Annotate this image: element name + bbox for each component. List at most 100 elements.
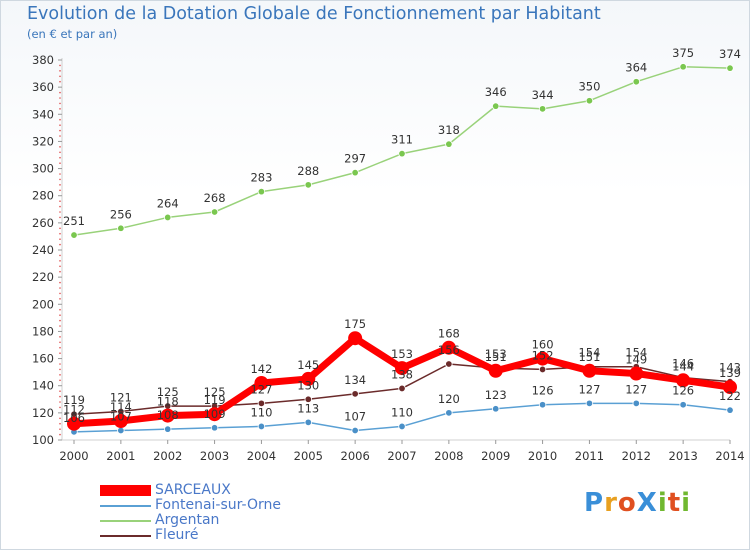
y-minor-tick	[59, 162, 61, 164]
data-point-argentan	[304, 181, 312, 189]
data-label-argentan: 350	[578, 80, 600, 94]
y-minor-tick	[59, 379, 61, 382]
y-minor-tick	[59, 232, 61, 235]
data-point-argentan	[210, 208, 219, 216]
data-point-argentan	[164, 213, 172, 222]
y-minor-tick	[59, 205, 61, 208]
y-tick-label: 360	[32, 80, 54, 94]
x-tick-label: 2001	[106, 449, 135, 463]
x-tick-label: 2008	[434, 449, 463, 463]
y-minor-tick	[59, 80, 61, 83]
y-minor-tick	[59, 417, 61, 420]
data-point-fontenai-sur-orne	[304, 418, 312, 427]
y-minor-tick	[59, 184, 61, 186]
legend-swatch-sarceaux	[100, 485, 151, 496]
data-point-sarceaux	[629, 366, 644, 381]
data-label-sarceaux: 151	[485, 350, 507, 364]
y-minor-tick	[59, 70, 61, 72]
legend-swatch-fleure	[100, 535, 151, 537]
legend-item-sarceaux[interactable]: SARCEAUX	[100, 482, 360, 498]
y-tick-label: 260	[32, 216, 54, 230]
y-minor-tick	[59, 211, 61, 213]
y-minor-tick	[59, 91, 61, 94]
y-tick-label: 300	[32, 162, 54, 176]
data-point-sarceaux	[395, 361, 409, 376]
data-label-fleur-: 146	[672, 357, 694, 371]
data-point-argentan	[726, 64, 734, 72]
data-point-sarceaux	[160, 408, 175, 423]
x-tick-label: 2013	[669, 449, 698, 463]
data-label-fleur-: 127	[250, 382, 272, 396]
y-tick-label: 220	[32, 270, 54, 284]
data-point-fontenai-sur-orne	[398, 422, 406, 431]
data-point-sarceaux	[535, 351, 550, 366]
data-label-fleur-: 119	[63, 393, 85, 407]
data-label-argentan: 288	[297, 164, 319, 178]
data-point-argentan	[679, 63, 687, 71]
y-minor-tick	[59, 319, 61, 322]
data-point-fontenai-sur-orne	[210, 424, 219, 432]
data-label-argentan: 364	[625, 61, 647, 75]
data-label-fontenai-sur-orne: 123	[485, 388, 507, 402]
data-label-fleur-: 154	[578, 346, 600, 360]
y-minor-tick	[59, 129, 61, 132]
y-minor-tick	[59, 292, 61, 295]
data-label-fontenai-sur-orne: 122	[719, 389, 741, 403]
y-minor-tick	[59, 406, 61, 409]
data-label-fontenai-sur-orne: 126	[532, 384, 554, 398]
data-point-argentan	[351, 168, 359, 177]
y-minor-tick	[59, 265, 61, 268]
legend-swatch-argentan	[100, 520, 151, 522]
y-minor-tick	[59, 298, 61, 300]
y-minor-tick	[59, 118, 61, 121]
data-label-fontenai-sur-orne: 110	[250, 405, 272, 419]
data-label-fontenai-sur-orne: 109	[204, 407, 226, 421]
x-tick-label: 2009	[481, 449, 510, 463]
x-tick-label: 2000	[59, 449, 88, 463]
y-minor-tick	[59, 314, 61, 316]
proxiti-logo: ProXiti	[584, 488, 692, 518]
data-point-argentan	[585, 97, 594, 105]
x-tick-label: 2003	[200, 449, 229, 463]
legend-item-fleure[interactable]: Fleuré	[100, 527, 360, 543]
y-minor-tick	[59, 97, 61, 99]
legend-item-argentan[interactable]: Argentan	[100, 512, 360, 528]
y-minor-tick	[59, 433, 61, 436]
data-point-sarceaux	[254, 376, 269, 390]
data-label-fleur-: 138	[391, 367, 413, 381]
data-label-sarceaux: 151	[578, 350, 600, 364]
y-minor-tick	[59, 401, 61, 403]
y-minor-tick	[59, 428, 61, 430]
data-label-fleur-: 125	[157, 385, 179, 399]
data-label-fleur-: 121	[110, 391, 132, 405]
data-label-argentan: 283	[250, 171, 272, 185]
x-tick-label: 2014	[715, 449, 744, 463]
data-point-fontenai-sur-orne	[632, 399, 640, 408]
chart-title: Evolution de la Dotation Globale de Fonc…	[27, 4, 601, 24]
y-minor-tick	[59, 254, 61, 257]
y-tick-label: 340	[32, 107, 54, 121]
y-tick-label: 200	[32, 297, 54, 311]
y-tick-label: 280	[32, 189, 54, 203]
x-tick-label: 2007	[387, 449, 416, 463]
data-label-argentan: 374	[719, 47, 741, 61]
y-tick-label: 100	[32, 433, 54, 447]
y-minor-tick	[59, 395, 61, 398]
data-point-fontenai-sur-orne	[351, 426, 359, 435]
data-label-fontenai-sur-orne: 127	[578, 382, 600, 396]
y-minor-tick	[59, 346, 61, 349]
data-label-fleur-: 152	[532, 348, 554, 362]
y-tick-label: 380	[32, 53, 54, 67]
legend-item-fontenai[interactable]: Fontenai-sur-Orne	[100, 497, 360, 513]
data-label-sarceaux: 119	[204, 393, 226, 407]
y-minor-tick	[59, 281, 61, 284]
data-labels: 251 256 264 268 283 288 297 311 318 346 344 350 364 3…	[63, 46, 741, 425]
data-label-sarceaux: 175	[344, 317, 366, 331]
y-minor-tick	[59, 238, 61, 240]
data-point-sarceaux	[488, 363, 503, 378]
data-point-argentan	[398, 149, 406, 158]
y-tick-label: 160	[32, 352, 54, 366]
data-label-fontenai-sur-orne: 110	[391, 405, 413, 419]
y-minor-tick	[59, 287, 61, 289]
